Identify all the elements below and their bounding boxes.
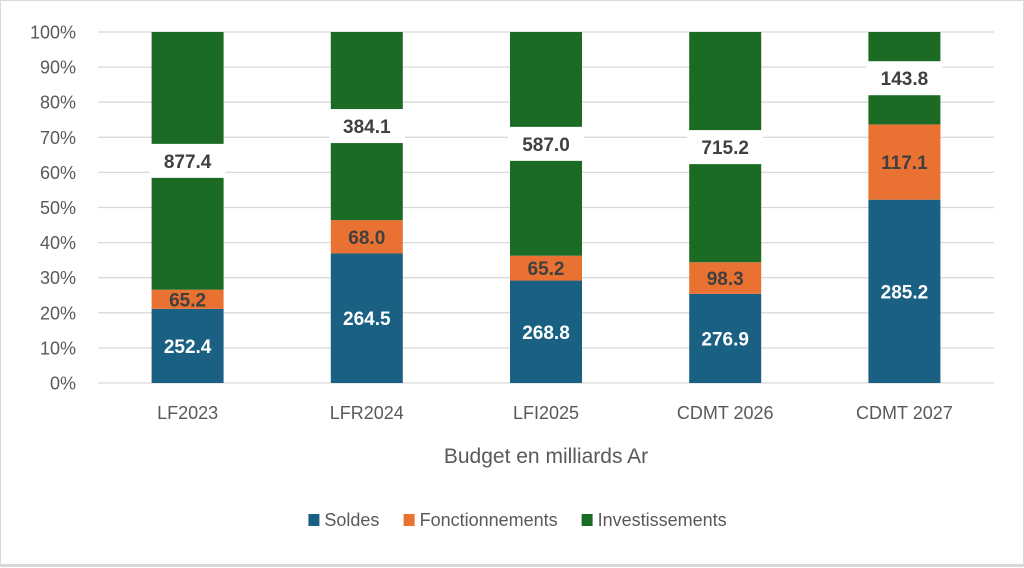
x-tick-label: CDMT 2026 — [677, 403, 774, 423]
bar-segment-fonctionnements — [868, 124, 941, 200]
data-label-fonctionnements: 65.2 — [528, 259, 565, 280]
data-labels: 252.4 65.2 877.4 264.5 68.0 384.1 268.8 65.2 587… — [149, 61, 943, 358]
bar-segment-fonctionnements — [510, 255, 582, 281]
data-label-fonctionnements: 117.1 — [881, 153, 928, 174]
legend-swatch — [403, 514, 415, 526]
data-label-background — [149, 143, 226, 178]
y-tick-label: 40% — [40, 233, 76, 253]
bar-segment-fonctionnements — [689, 262, 762, 294]
bar-segment-soldes — [868, 199, 941, 383]
y-axis-ticks: 0% 10% 20% 30% 40% 50% 60% 70% 80% 90% 100% — [30, 23, 76, 394]
x-axis-title: Budget en milliards Ar — [444, 445, 648, 468]
legend: Soldes Fonctionnements Investissements — [308, 510, 727, 530]
data-label-background — [687, 130, 764, 165]
y-tick-label: 90% — [40, 58, 76, 78]
y-tick-label: 10% — [40, 338, 76, 358]
y-tick-label: 30% — [40, 268, 76, 288]
bar-segment-soldes — [689, 293, 762, 383]
bar-segment-soldes — [330, 253, 403, 383]
y-tick-label: 100% — [30, 23, 76, 43]
data-label-fonctionnements: 98.3 — [707, 269, 744, 290]
bar-segment-fonctionnements — [151, 289, 224, 309]
y-tick-label: 0% — [50, 374, 76, 394]
data-label-investissements: 877.4 — [164, 152, 212, 173]
legend-item-fonctionnements: Fonctionnements — [403, 510, 558, 530]
data-label-investissements: 587.0 — [522, 135, 570, 156]
legend-swatch — [581, 514, 593, 526]
y-tick-label: 20% — [40, 303, 76, 323]
data-label-fonctionnements: 68.0 — [348, 228, 385, 249]
data-label-soldes: 268.8 — [522, 323, 570, 344]
x-tick-label: LF2023 — [157, 403, 218, 423]
x-axis-categories: LF2023 LFR2024 LFI2025 CDMT 2026 CDMT 2027 — [157, 403, 953, 423]
legend-item-investissements: Investissements — [581, 510, 727, 530]
x-tick-label: CDMT 2027 — [856, 403, 953, 423]
legend-swatch — [308, 514, 320, 526]
bar-segment-soldes — [151, 308, 224, 383]
data-label-background — [328, 109, 405, 144]
data-label-background — [866, 61, 943, 96]
bar-segment-soldes — [510, 280, 582, 383]
legend-label: Soldes — [324, 510, 379, 530]
y-tick-label: 70% — [40, 128, 76, 148]
data-label-investissements: 384.1 — [343, 117, 391, 138]
y-tick-label: 60% — [40, 163, 76, 183]
data-label-soldes: 276.9 — [701, 329, 749, 350]
data-label-fonctionnements: 65.2 — [169, 290, 206, 311]
data-label-background — [508, 126, 584, 161]
legend-label: Fonctionnements — [420, 510, 558, 530]
data-label-investissements: 715.2 — [701, 138, 749, 159]
data-label-soldes: 285.2 — [881, 282, 929, 303]
bars — [151, 32, 941, 383]
x-tick-label: LFI2025 — [513, 403, 579, 423]
y-tick-label: 50% — [40, 198, 76, 218]
legend-item-soldes: Soldes — [308, 510, 379, 530]
legend-label: Investissements — [598, 510, 727, 530]
data-label-soldes: 264.5 — [343, 309, 391, 330]
x-tick-label: LFR2024 — [330, 403, 404, 423]
bar-segment-fonctionnements — [330, 220, 403, 254]
y-tick-label: 80% — [40, 93, 76, 113]
data-label-soldes: 252.4 — [164, 337, 212, 358]
data-label-investissements: 143.8 — [881, 69, 929, 90]
